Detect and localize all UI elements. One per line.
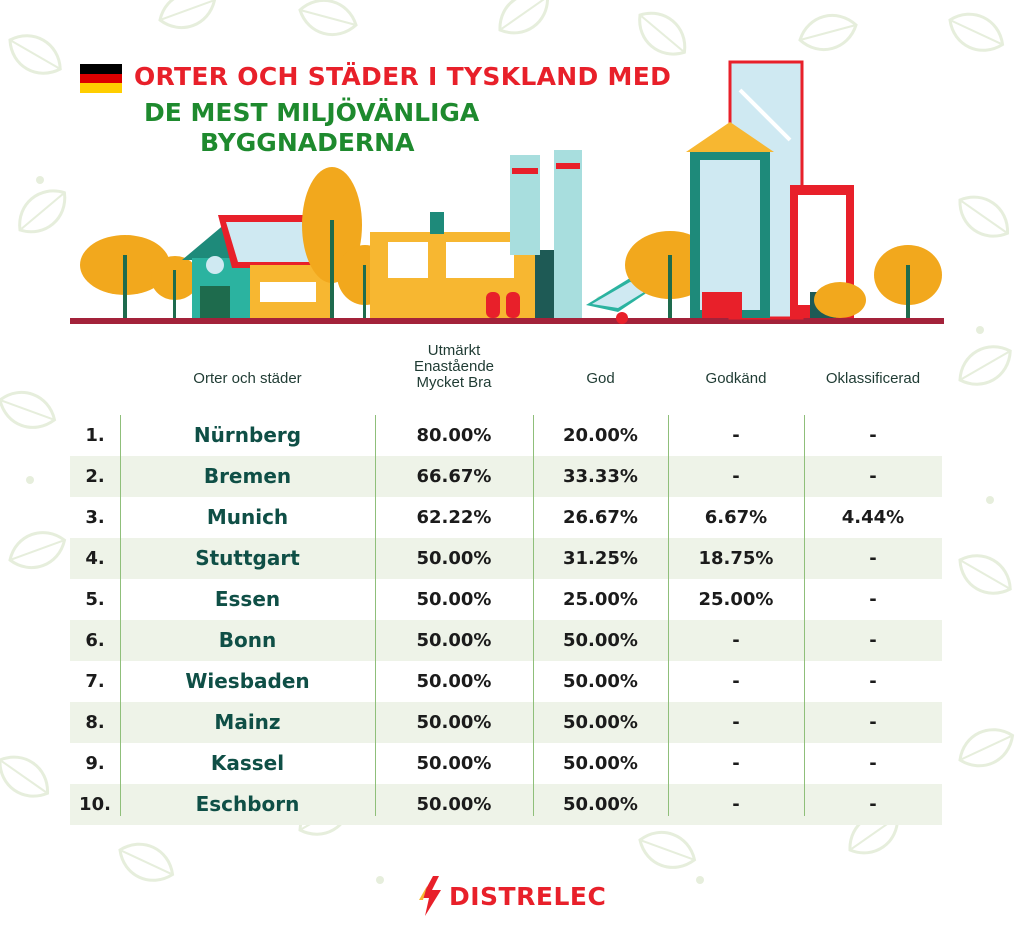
good-cell: 50.00%: [563, 794, 638, 815]
pass-cell: -: [732, 753, 740, 774]
unclassified-cell: -: [869, 630, 877, 651]
pass-cell: 18.75%: [698, 548, 774, 569]
column-divider: [533, 415, 534, 816]
city-cell: Bonn: [218, 628, 277, 652]
rank-cell: 8.: [85, 712, 105, 733]
pass-cell: 6.67%: [704, 507, 768, 528]
tree-icon: [80, 235, 199, 318]
title-line-3: BYGGNADERNA: [200, 128, 415, 157]
table-row: 6. Bonn 50.00% 50.00% - -: [70, 620, 942, 661]
city-cell: Bremen: [203, 464, 292, 488]
unclassified-cell: -: [869, 671, 877, 692]
city-cell: Wiesbaden: [185, 669, 310, 693]
rank-cell: 9.: [85, 753, 105, 774]
unclassified-cell: -: [869, 466, 877, 487]
table-row: 1. Nürnberg 80.00% 20.00% - -: [70, 415, 942, 456]
rank-cell: 10.: [79, 794, 111, 815]
excellent-cell: 50.00%: [416, 548, 492, 569]
excellent-cell: 50.00%: [416, 753, 492, 774]
city-illustration: [70, 60, 944, 324]
header-excellent-line-3: Mycket Bra: [416, 374, 492, 391]
brand-name: DISTRELEC: [449, 881, 607, 911]
excellent-cell: 62.22%: [416, 507, 492, 528]
city-cell: Kassel: [210, 751, 285, 775]
lightning-bolt-icon: [419, 876, 441, 916]
column-divider: [375, 415, 376, 816]
unclassified-cell: -: [869, 712, 877, 733]
unclassified-cell: -: [869, 753, 877, 774]
table-header: Orter och städer Utmärkt Enastående Myck…: [70, 335, 942, 415]
excellent-cell: 50.00%: [416, 712, 492, 733]
table-row: 9. Kassel 50.00% 50.00% - -: [70, 743, 942, 784]
table-row: 10. Eschborn 50.00% 50.00% - -: [70, 784, 942, 825]
rank-cell: 3.: [85, 507, 105, 528]
germany-flag-icon: [80, 64, 122, 93]
column-divider: [120, 415, 121, 816]
city-cell: Nürnberg: [193, 423, 302, 447]
excellent-cell: 50.00%: [416, 589, 492, 610]
header-good: God: [586, 370, 615, 387]
unclassified-cell: 4.44%: [841, 507, 905, 528]
column-divider: [804, 415, 805, 816]
header-unclassified: Oklassificerad: [825, 370, 921, 387]
column-divider: [668, 415, 669, 816]
good-cell: 25.00%: [563, 589, 638, 610]
pass-cell: -: [732, 425, 740, 446]
table-row: 8. Mainz 50.00% 50.00% - -: [70, 702, 942, 743]
header-city: Orter och städer: [193, 370, 302, 387]
excellent-cell: 80.00%: [416, 425, 492, 446]
header-excellent-line-1: Utmärkt: [427, 342, 481, 359]
pass-cell: -: [732, 794, 740, 815]
header-excellent-line-2: Enastående: [413, 358, 495, 375]
header-pass: Godkänd: [705, 370, 767, 387]
rank-cell: 6.: [85, 630, 105, 651]
city-cell: Eschborn: [195, 792, 300, 816]
city-cell: Mainz: [214, 710, 281, 734]
table-row: 3. Munich 62.22% 26.67% 6.67% 4.44%: [70, 497, 942, 538]
city-cell: Stuttgart: [195, 546, 300, 570]
brand-logo: DISTRELEC: [417, 876, 606, 916]
good-cell: 26.67%: [563, 507, 638, 528]
excellent-cell: 50.00%: [416, 630, 492, 651]
title-line-2: DE MEST MILJÖVÄNLIGA: [144, 98, 480, 127]
good-cell: 20.00%: [563, 425, 638, 446]
house-icon: [182, 215, 330, 318]
good-cell: 31.25%: [563, 548, 638, 569]
title-line-1: ORTER OCH STÄDER I TYSKLAND MED: [134, 62, 672, 91]
excellent-cell: 50.00%: [416, 794, 492, 815]
table-body: 1. Nürnberg 80.00% 20.00% - - 2. Bremen 66.67% 33…: [70, 415, 942, 825]
header-excellent: Utmärkt Enastående Mycket Bra: [375, 343, 533, 391]
table-row: 7. Wiesbaden 50.00% 50.00% - -: [70, 661, 942, 702]
unclassified-cell: -: [869, 425, 877, 446]
pass-cell: 25.00%: [698, 589, 774, 610]
rank-cell: 5.: [85, 589, 105, 610]
factory-icon: [370, 150, 582, 318]
city-cell: Essen: [214, 587, 281, 611]
pass-cell: -: [732, 712, 740, 733]
rank-cell: 2.: [85, 466, 105, 487]
good-cell: 50.00%: [563, 671, 638, 692]
skyscraper-icon: [686, 60, 854, 320]
pass-cell: -: [732, 630, 740, 651]
pass-cell: -: [732, 671, 740, 692]
table-row: 5. Essen 50.00% 25.00% 25.00% -: [70, 579, 942, 620]
pass-cell: -: [732, 466, 740, 487]
unclassified-cell: -: [869, 589, 877, 610]
excellent-cell: 66.67%: [416, 466, 492, 487]
good-cell: 33.33%: [563, 466, 638, 487]
rank-cell: 7.: [85, 671, 105, 692]
unclassified-cell: -: [869, 548, 877, 569]
good-cell: 50.00%: [563, 630, 638, 651]
ranking-table: Orter och städer Utmärkt Enastående Myck…: [70, 335, 942, 825]
rank-cell: 1.: [85, 425, 105, 446]
city-cell: Munich: [206, 505, 289, 529]
table-row: 2. Bremen 66.67% 33.33% - -: [70, 456, 942, 497]
good-cell: 50.00%: [563, 753, 638, 774]
good-cell: 50.00%: [563, 712, 638, 733]
excellent-cell: 50.00%: [416, 671, 492, 692]
table-row: 4. Stuttgart 50.00% 31.25% 18.75% -: [70, 538, 942, 579]
unclassified-cell: -: [869, 794, 877, 815]
rank-cell: 4.: [85, 548, 105, 569]
